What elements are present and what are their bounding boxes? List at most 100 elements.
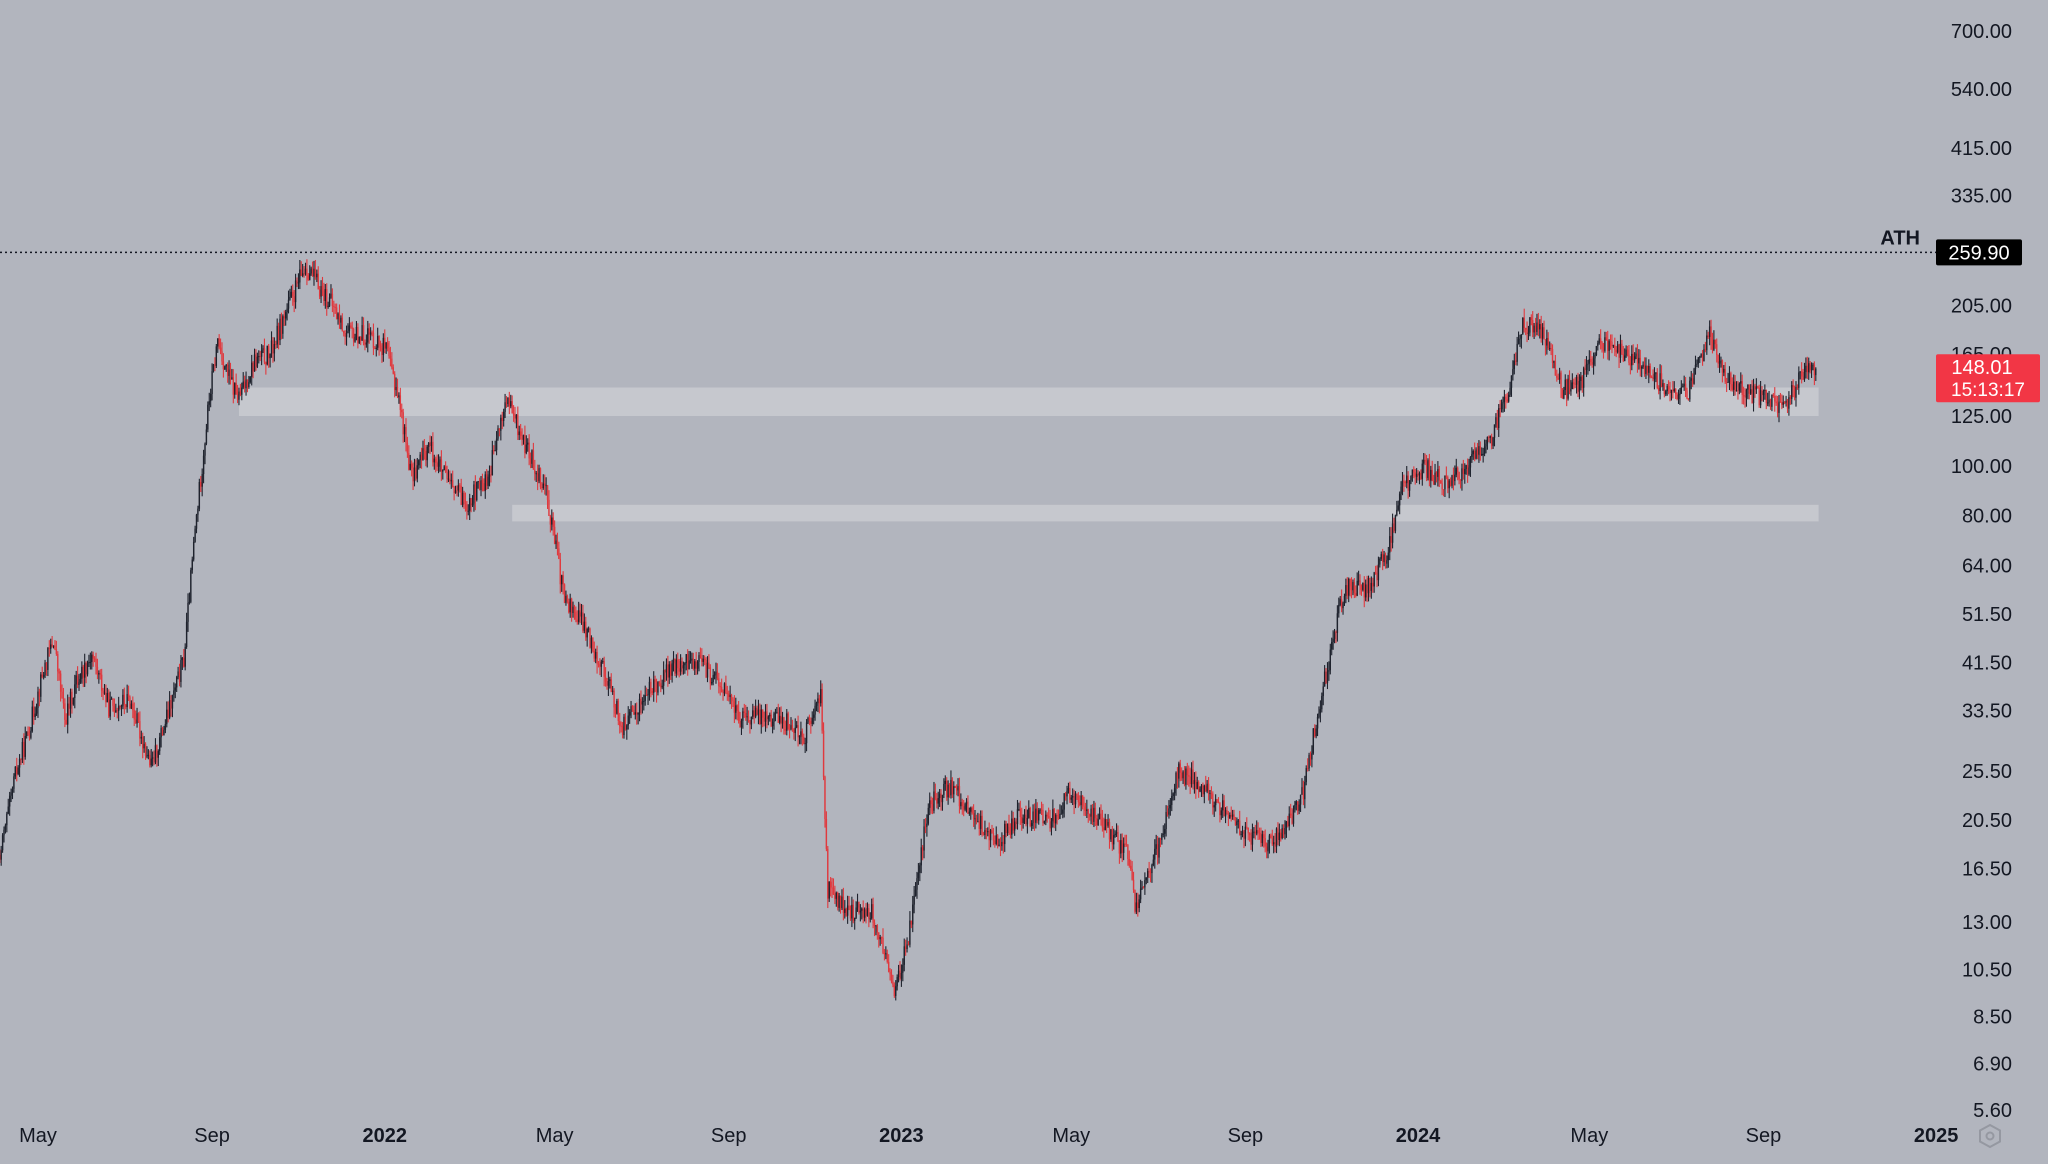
candle — [1613, 345, 1614, 348]
candle-body — [1073, 796, 1074, 804]
candle — [543, 474, 544, 490]
candle-body — [1696, 364, 1697, 365]
candle — [374, 346, 375, 349]
candle — [5, 823, 6, 833]
candle-body — [1532, 320, 1533, 332]
candle-body — [507, 398, 508, 404]
candle-body — [1589, 359, 1590, 364]
candle-body — [98, 673, 99, 674]
candle-body — [1642, 365, 1643, 367]
candle-body — [295, 280, 296, 302]
candle-body — [1710, 326, 1711, 342]
candle-body — [1406, 476, 1407, 484]
candle — [683, 662, 684, 675]
candle — [1695, 356, 1696, 375]
candle — [754, 706, 755, 724]
candle-body — [186, 622, 187, 647]
candle — [1422, 460, 1423, 486]
candle-body — [29, 735, 30, 738]
candle — [1003, 835, 1004, 853]
candle — [1744, 388, 1745, 407]
candle-body — [1423, 460, 1424, 464]
candle-body — [162, 728, 163, 735]
candle — [1736, 381, 1737, 392]
candle — [1212, 791, 1213, 814]
candle-body — [1229, 815, 1230, 818]
candle-body — [1068, 788, 1069, 791]
candle — [1722, 359, 1723, 382]
candle — [1034, 803, 1035, 830]
candle-body — [344, 333, 345, 337]
candle-body — [1304, 782, 1305, 799]
candle-body — [473, 484, 474, 503]
candle — [758, 700, 759, 724]
candle — [428, 442, 429, 453]
candle — [858, 902, 859, 915]
candle-body — [1572, 382, 1573, 388]
candle — [509, 392, 510, 414]
current-price-value: 148.01 — [1951, 357, 2012, 379]
candle — [578, 602, 579, 625]
candle-body — [1427, 460, 1428, 478]
candle — [118, 697, 119, 721]
candle — [1032, 804, 1033, 829]
candle-body — [1553, 361, 1554, 363]
candle — [1058, 809, 1059, 819]
candle-body — [320, 286, 321, 296]
candle — [575, 606, 576, 622]
candle — [125, 704, 126, 709]
candle — [551, 509, 552, 530]
candle — [289, 289, 290, 301]
candle-body — [1379, 559, 1380, 565]
candle — [1225, 807, 1226, 823]
candle — [1715, 339, 1716, 348]
candle — [1436, 471, 1437, 482]
candle-body — [414, 467, 415, 481]
candle-body — [44, 663, 45, 676]
candle — [1764, 384, 1765, 399]
candle — [921, 839, 922, 873]
candle — [727, 686, 728, 701]
candle — [837, 892, 838, 911]
candle-body — [695, 661, 696, 668]
candle-body — [332, 294, 333, 306]
candle-body — [70, 692, 71, 709]
candle — [1814, 361, 1815, 385]
candle — [1136, 893, 1137, 914]
candle — [533, 443, 534, 470]
candle — [296, 277, 297, 287]
candle — [1406, 466, 1407, 488]
candle — [1604, 332, 1605, 353]
candle — [480, 476, 481, 496]
candle-body — [274, 344, 275, 353]
candle-body — [121, 706, 122, 707]
candle — [568, 599, 569, 614]
candle-body — [1655, 373, 1656, 374]
candle — [971, 806, 972, 814]
candle — [1164, 823, 1165, 839]
candle — [1144, 872, 1145, 895]
candle — [1703, 344, 1704, 361]
candle — [431, 436, 432, 452]
candle-body — [1662, 383, 1663, 387]
candle-body — [1541, 324, 1542, 338]
candle — [857, 894, 858, 912]
candle-body — [1276, 829, 1277, 847]
candle — [1644, 357, 1645, 377]
candle — [412, 462, 413, 490]
candle-body — [1652, 378, 1653, 380]
price-zone-2 — [512, 505, 1818, 522]
candle-body — [677, 660, 678, 669]
candle — [1524, 309, 1525, 333]
candle — [524, 426, 525, 459]
candle — [521, 428, 522, 445]
candle-body — [107, 693, 108, 702]
candle — [720, 682, 721, 695]
candle-body — [118, 706, 119, 711]
candle-body — [1286, 822, 1287, 829]
candle — [660, 675, 661, 692]
candle — [1311, 745, 1312, 767]
candle-body — [807, 718, 808, 723]
